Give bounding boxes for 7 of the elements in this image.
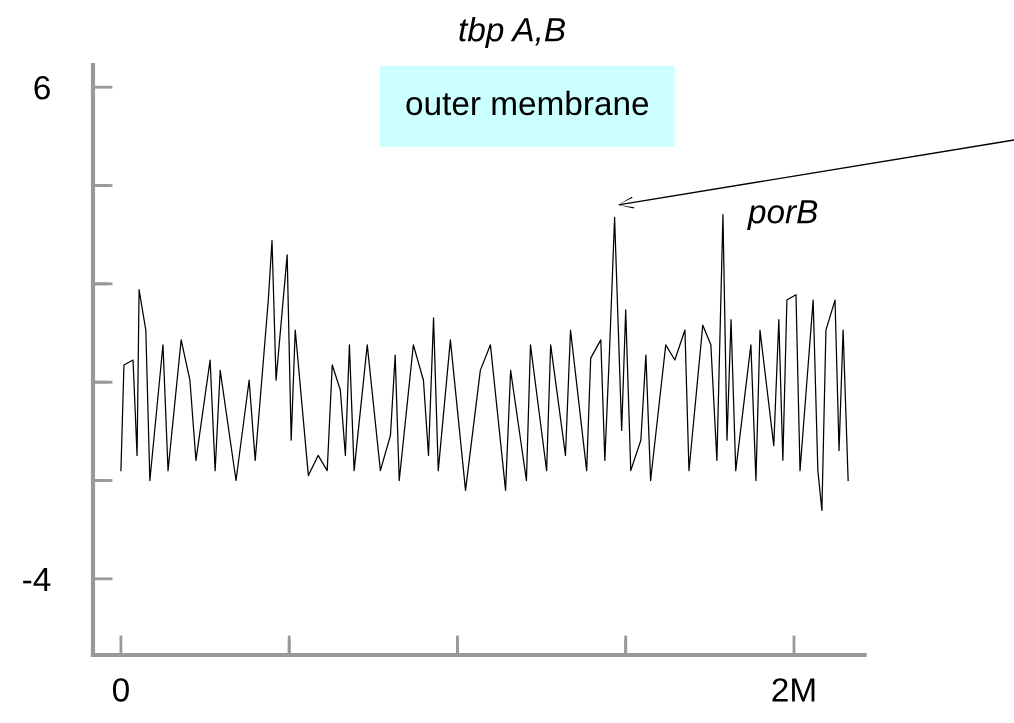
y-tick-label: -4 <box>23 567 51 591</box>
annotation: outer membrane <box>406 90 649 116</box>
x-tick-label: 2M <box>772 678 815 702</box>
text: tbp A,B <box>459 17 565 49</box>
x-tick-label: 0 <box>112 678 129 702</box>
annotation: porB <box>747 200 818 231</box>
y-tick-label: 6 <box>34 76 50 100</box>
